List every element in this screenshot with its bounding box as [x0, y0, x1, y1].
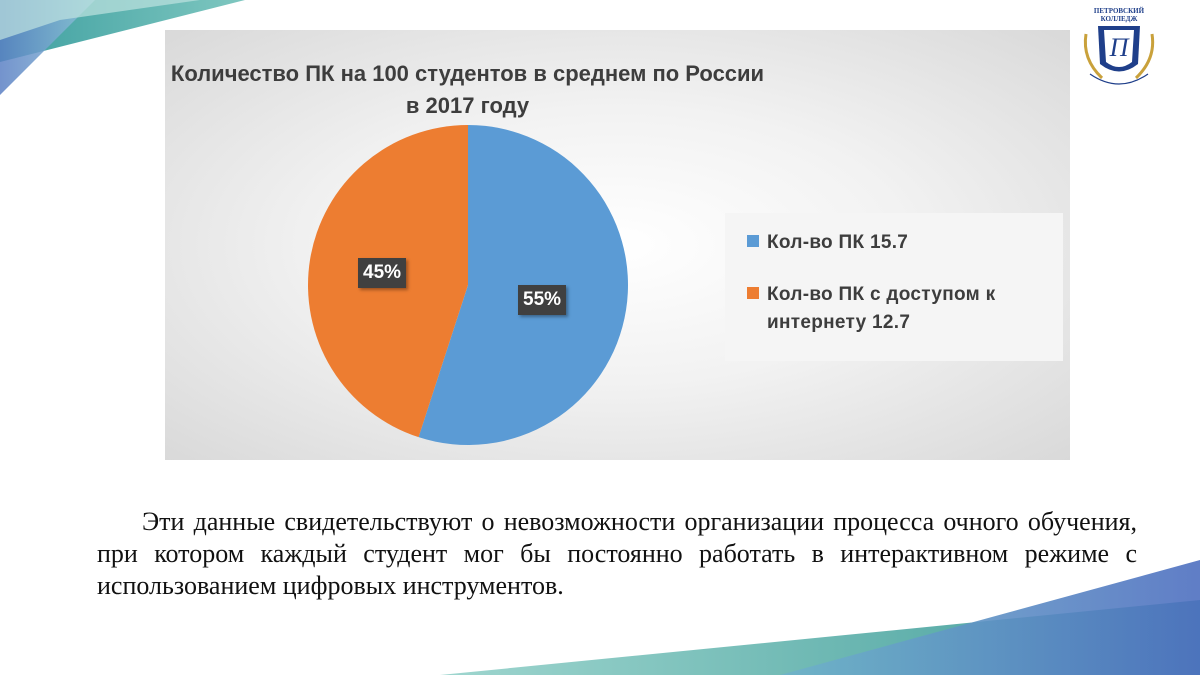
legend-entry-2: Кол-во ПК с доступом к интернету 12.7 — [747, 281, 1067, 337]
data-label-slice-1: 55% — [518, 285, 567, 315]
svg-text:КОЛЛЕДЖ: КОЛЛЕДЖ — [1101, 15, 1138, 23]
legend-label-2: Кол-во ПК с доступом к интернету 12.7 — [767, 284, 996, 333]
top-band-light — [0, 0, 200, 40]
chart-area: Количество ПК на 100 студентов в среднем… — [165, 30, 1070, 460]
svg-text:П: П — [1109, 33, 1131, 62]
data-label-slice-2: 45% — [358, 258, 407, 288]
legend-entry-1: Кол-во ПК 15.7 — [747, 229, 1067, 257]
svg-text:ПЕТРОВСКИЙ: ПЕТРОВСКИЙ — [1094, 7, 1145, 15]
bottom-band-blue — [780, 560, 1200, 675]
chart-legend: Кол-во ПК 15.7 Кол-во ПК с доступом к ин… — [725, 213, 1063, 361]
college-logo: ПЕТРОВСКИЙ КОЛЛЕДЖ П — [1083, 7, 1155, 85]
legend-swatch-2 — [747, 287, 759, 299]
legend-swatch-1 — [747, 235, 759, 247]
legend-label-1: Кол-во ПК 15.7 — [767, 232, 909, 253]
chart-title: Количество ПК на 100 студентов в среднем… — [170, 61, 765, 118]
slide-body-text: Эти данные свидетельствуют о невозможнос… — [97, 507, 1137, 600]
